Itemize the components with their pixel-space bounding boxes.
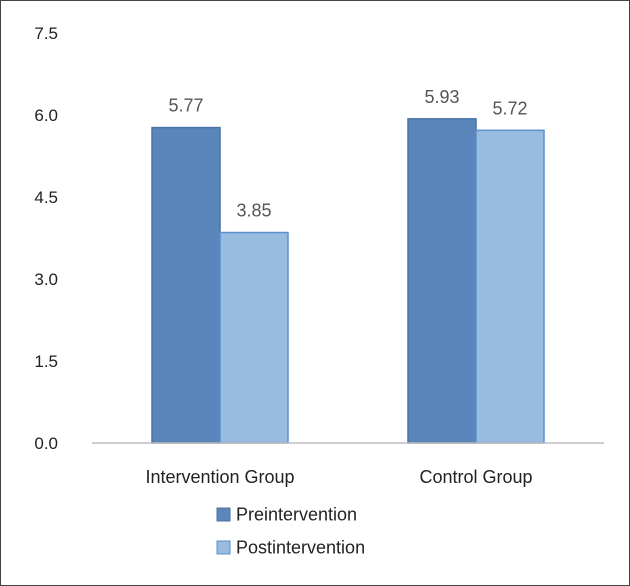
data-label-0-1: 3.85 <box>236 201 271 221</box>
category-labels: Intervention Group Control Group <box>145 467 532 487</box>
legend-swatch-0 <box>216 507 231 522</box>
y-tick-label-4: 6.0 <box>34 106 58 125</box>
y-tick-label-3: 4.5 <box>34 188 58 207</box>
bar-1-1 <box>475 129 545 444</box>
bar-1-0 <box>407 118 477 444</box>
bars <box>151 118 545 444</box>
y-tick-label-2: 3.0 <box>34 270 58 289</box>
bar-0-1 <box>219 231 289 444</box>
y-tick-label-5: 7.5 <box>34 24 58 43</box>
y-axis-tick-labels: 0.0 1.5 3.0 4.5 6.0 7.5 <box>34 24 58 453</box>
data-labels: 5.77 3.85 5.93 5.72 <box>168 87 527 221</box>
data-label-1-1: 5.72 <box>492 98 527 118</box>
category-label-1: Control Group <box>419 467 532 487</box>
legend-swatch-1 <box>216 540 231 555</box>
y-tick-label-1: 1.5 <box>34 352 58 371</box>
legend-label-1: Postintervention <box>236 538 365 558</box>
y-tick-label-0: 0.0 <box>34 434 58 453</box>
bar-0-0 <box>151 126 221 444</box>
legend: Preintervention Postintervention <box>216 505 365 558</box>
data-label-1-0: 5.93 <box>424 87 459 107</box>
legend-label-0: Preintervention <box>236 505 357 525</box>
data-label-0-0: 5.77 <box>168 96 203 116</box>
category-label-0: Intervention Group <box>145 467 294 487</box>
